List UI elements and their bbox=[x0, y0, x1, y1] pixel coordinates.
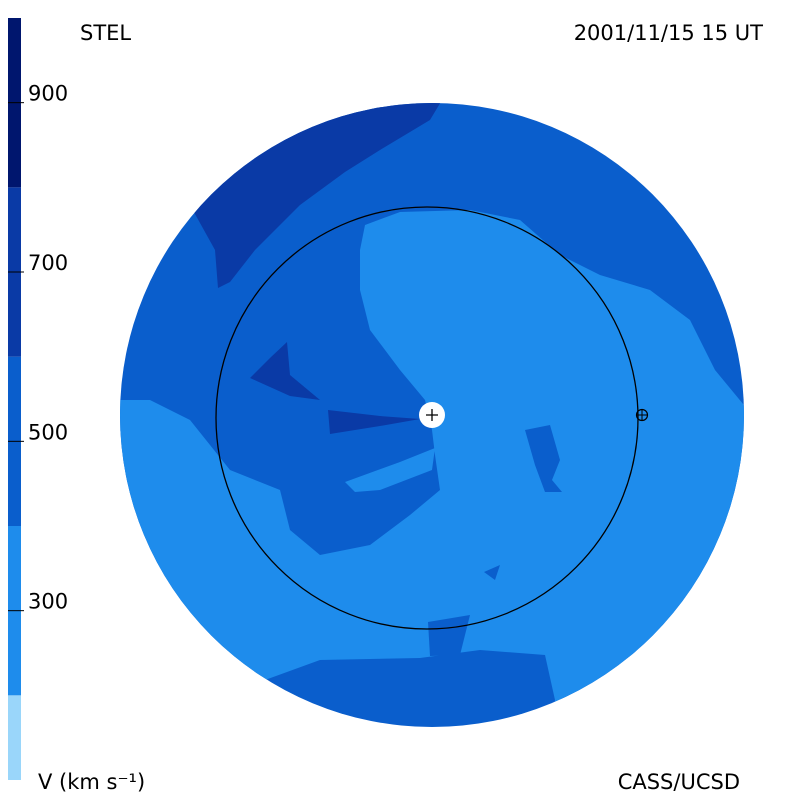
contour-region bbox=[525, 425, 562, 492]
colorbar-label: V (km s⁻¹) bbox=[38, 770, 145, 794]
contour-region bbox=[484, 565, 500, 580]
contour-region bbox=[428, 615, 470, 656]
sun-cross bbox=[426, 409, 438, 421]
contour-region bbox=[120, 210, 744, 727]
contour-region bbox=[250, 342, 320, 400]
colorbar-tick-label: 500 bbox=[28, 420, 68, 444]
chart-title: STEL bbox=[80, 21, 131, 45]
colorbar-tick-label: 900 bbox=[28, 82, 68, 106]
colorbar-band bbox=[8, 695, 21, 780]
credit: CASS/UCSD bbox=[618, 770, 740, 794]
contour-region bbox=[345, 448, 435, 492]
colorbar-tick-label: 300 bbox=[28, 590, 68, 614]
earth-marker bbox=[635, 408, 649, 422]
chart-subtitle: 2001/11/15 15 UT bbox=[574, 21, 763, 45]
velocity-map bbox=[120, 103, 744, 727]
colorbar-tick-label: 700 bbox=[28, 251, 68, 275]
earth-cross bbox=[637, 410, 647, 420]
contour-region bbox=[328, 410, 420, 434]
